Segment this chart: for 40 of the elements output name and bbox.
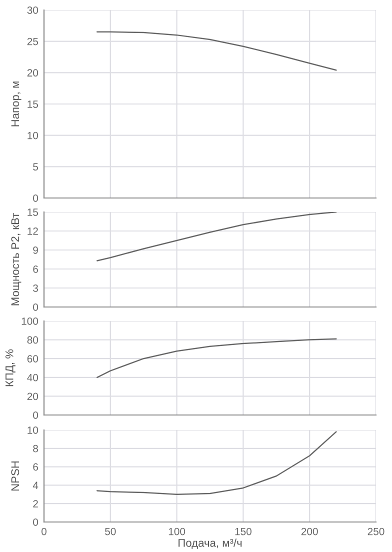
y-tick-label: 80	[27, 336, 38, 344]
x-tick-label: 200	[301, 528, 318, 536]
y-tick-label: 3	[33, 284, 38, 292]
line-series	[96, 431, 337, 496]
y-tick-label: 20	[27, 69, 38, 77]
y-tick-label: 0	[33, 412, 38, 419]
x-tick-label: 250	[368, 528, 384, 536]
y-tick-label: 4	[32, 482, 38, 489]
y-axis-title: Мощность P2, кВт	[11, 213, 22, 306]
y-tick-label: 8	[33, 444, 38, 452]
y-axis-title: Напор, м	[11, 82, 22, 126]
line-series	[96, 212, 337, 262]
x-axis-title: Подача, м³/ч	[178, 538, 242, 549]
y-tick-label: 10	[28, 132, 38, 140]
x-tick-label: 150	[235, 528, 252, 536]
y-tick-label: 20	[27, 392, 38, 400]
y-tick-label: 10	[28, 426, 38, 434]
y-tick-label: 6	[33, 266, 38, 273]
line-series	[96, 338, 337, 378]
y-tick-label: 40	[27, 374, 38, 382]
y-tick-label: 0	[33, 304, 38, 311]
y-tick-label: 5	[33, 163, 38, 171]
y-tick-label: 0	[33, 518, 38, 526]
y-tick-label: 15	[28, 100, 38, 108]
y-axis-title: NPSH	[11, 461, 20, 491]
y-tick-label: 100	[22, 318, 38, 325]
y-tick-label: 6	[33, 463, 38, 471]
y-tick-label: 25	[27, 38, 38, 46]
y-tick-label: 12	[28, 228, 38, 235]
x-tick-label: 50	[105, 528, 116, 536]
y-tick-label: 15	[28, 208, 38, 216]
y-tick-label: 9	[33, 246, 38, 254]
y-axis-title: КПД, %	[5, 349, 16, 386]
y-tick-label: 2	[33, 500, 38, 508]
x-tick-label: 0	[42, 528, 46, 536]
y-tick-label: 0	[33, 194, 38, 202]
x-tick-label: 100	[168, 528, 186, 536]
y-tick-label: 30	[27, 6, 38, 14]
y-tick-label: 60	[27, 355, 38, 362]
line-series	[96, 31, 337, 71]
